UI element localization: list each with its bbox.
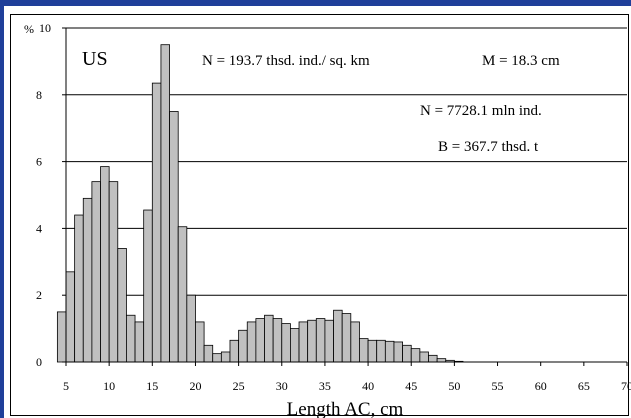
bar-5 — [56, 311, 67, 363]
bar-29 — [264, 314, 274, 363]
bar-43 — [384, 340, 395, 363]
total-number-annotation: N = 7728.1 mln ind. — [420, 103, 542, 119]
left-border-bar — [0, 0, 4, 418]
bar-44 — [393, 341, 404, 363]
bar-13 — [126, 314, 136, 363]
bar-8 — [82, 197, 93, 363]
x-tick-label-45: 45 — [405, 379, 417, 393]
y-tick-label-0: 0 — [36, 355, 42, 369]
bar-28 — [255, 318, 265, 363]
x-tick-label-15: 15 — [146, 379, 158, 393]
top-border-bar — [0, 0, 631, 6]
y-tick-labels: 0 2 4 6 8 10 — [36, 21, 51, 369]
x-tick-labels: 5 10 15 20 25 30 35 40 45 50 55 60 65 70 — [63, 379, 631, 393]
y-tick-label-8: 8 — [36, 88, 42, 102]
bar-39 — [350, 321, 360, 363]
bar-26 — [238, 329, 248, 363]
x-tick-label-30: 30 — [276, 379, 288, 393]
bar-23 — [212, 353, 222, 363]
bar-34 — [307, 319, 317, 363]
x-tick-label-70: 70 — [621, 379, 631, 393]
region-label: US — [82, 48, 108, 70]
bar-27 — [246, 321, 257, 363]
bar-48 — [428, 354, 438, 363]
bar-31 — [281, 323, 291, 363]
bar-22 — [203, 344, 214, 363]
x-tick-label-55: 55 — [492, 379, 504, 393]
bar-24 — [220, 351, 231, 363]
bar-21 — [195, 321, 205, 363]
bar-6 — [65, 271, 76, 363]
bar-19 — [177, 226, 188, 363]
bar-37 — [333, 309, 343, 363]
x-tick-label-5: 5 — [63, 379, 69, 393]
bar-7 — [74, 214, 84, 363]
bar-25 — [229, 339, 240, 363]
density-annotation: N = 193.7 thsd. ind./ sq. km — [202, 53, 370, 69]
y-tick-label-4: 4 — [36, 221, 42, 235]
y-unit-label: % — [24, 22, 34, 36]
bar-10 — [100, 166, 110, 363]
bar-14 — [134, 321, 145, 363]
y-tick-label-10: 10 — [39, 21, 51, 35]
bar-46 — [410, 348, 421, 363]
x-tick-label-35: 35 — [319, 379, 331, 393]
x-tick-label-25: 25 — [233, 379, 245, 393]
bar-47 — [419, 351, 429, 363]
bar-9 — [91, 181, 101, 363]
bar-15 — [143, 209, 153, 363]
bar-16 — [151, 82, 162, 363]
mean-length-annotation: M = 18.3 cm — [482, 53, 560, 69]
bar-20 — [186, 294, 196, 363]
x-tick-label-50: 50 — [448, 379, 460, 393]
bar-42 — [376, 339, 386, 363]
bar-32 — [289, 328, 300, 363]
x-axis-title: Length AC, cm — [287, 399, 404, 418]
x-tick-label-40: 40 — [362, 379, 374, 393]
bar-40 — [359, 338, 369, 363]
bar-33 — [298, 321, 309, 363]
bar-17 — [160, 44, 170, 363]
biomass-annotation: B = 367.7 thsd. t — [438, 139, 539, 155]
x-tick-label-60: 60 — [535, 379, 547, 393]
bar-11 — [108, 181, 119, 363]
x-tick-label-65: 65 — [578, 379, 590, 393]
bar-38 — [341, 313, 352, 363]
bar-35 — [315, 318, 326, 363]
y-tick-label-6: 6 — [36, 155, 42, 169]
bar-36 — [324, 319, 334, 363]
axes — [62, 27, 628, 366]
bar-30 — [272, 318, 283, 363]
x-tick-label-20: 20 — [189, 379, 201, 393]
bar-18 — [169, 111, 179, 363]
y-tick-label-2: 2 — [36, 288, 42, 302]
bar-49 — [436, 358, 447, 363]
bar-41 — [367, 339, 378, 363]
bars — [56, 44, 464, 363]
bar-12 — [117, 248, 127, 363]
bar-45 — [402, 344, 412, 363]
chart-border — [10, 14, 629, 416]
x-tick-label-10: 10 — [103, 379, 115, 393]
